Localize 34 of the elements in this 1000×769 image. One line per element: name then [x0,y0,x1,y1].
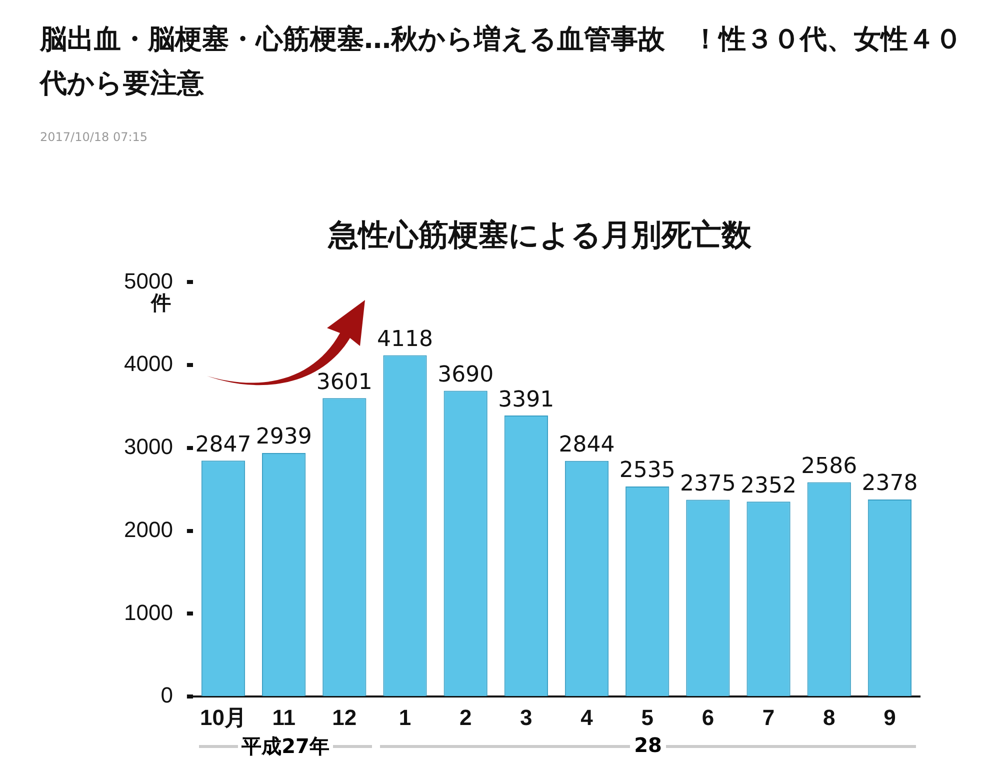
data-label: 2844 [558,432,615,458]
data-label: 2939 [256,424,312,450]
x-tick-label: 2 [459,704,472,730]
x-tick-label: 12 [332,704,357,730]
text: 2017/10/18 07:15 [40,130,148,144]
data-label: 3601 [316,370,372,395]
y-tick-label: 4000 [124,351,173,376]
y-tick-label: 2000 [124,516,173,542]
text: 脳出血・脳梗塞・心筋梗塞…秋から増える血管事故 ！性３０代、女性４０代から要注意 [40,23,963,101]
data-label: 2378 [862,471,918,496]
x-tick-label: 9 [884,704,896,730]
x-tick-label: 11 [272,704,296,730]
chart-title: 急性心筋梗塞による月別死亡数 [326,217,752,255]
data-label: 2586 [801,454,858,479]
x-tick-label: 8 [822,704,836,730]
data-label: 4118 [377,327,433,352]
data-label: 3391 [498,387,554,412]
text: 28 [630,733,666,757]
x-tick-label: 5 [641,704,654,730]
y-tick-label: 3000 [124,434,173,460]
data-label: 2535 [619,458,676,484]
data-label: 3690 [438,362,494,388]
text: 平成27年 [238,733,334,760]
x-tick-label: 4 [580,704,594,730]
x-tick-label: 3 [520,704,532,730]
data-label: 2375 [680,471,736,496]
x-tick-label: 1 [398,704,412,730]
x-tick-label: 6 [702,704,714,730]
x-tick-label: 7 [762,704,775,730]
y-tick-label: 0 [160,682,173,708]
x-tick-label: 10月 [200,704,246,730]
y-tick-label: 1000 [124,600,173,625]
data-label: 2847 [195,432,252,458]
data-label: 2352 [740,473,797,498]
